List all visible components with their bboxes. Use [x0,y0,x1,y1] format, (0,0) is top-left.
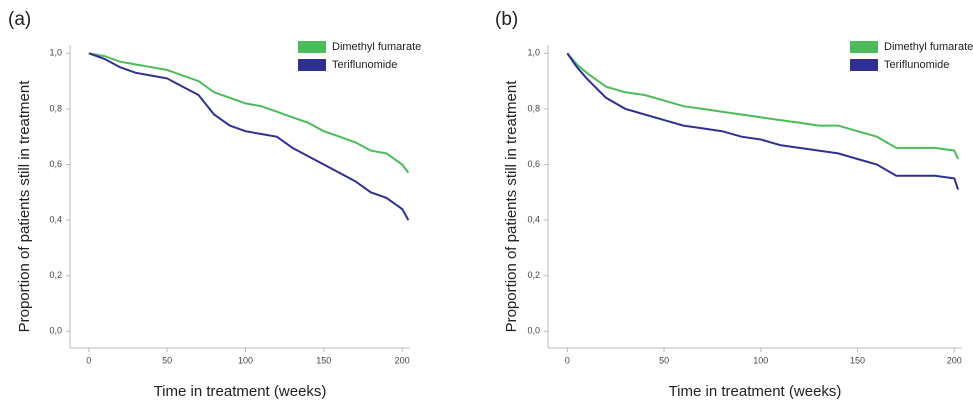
x-tick-label: 100 [238,355,253,365]
panel-label: (b) [495,9,518,30]
survival-line [566,52,960,190]
survival-line [88,52,410,174]
y-axis-label: Proportion of patients still in treatmen… [503,80,520,333]
legend-label: Dimethyl fumarate [332,41,421,53]
x-tick-label: 200 [947,355,962,365]
x-axis-label: Time in treatment (weeks) [154,383,327,400]
y-tick-label: 1,0 [49,48,62,58]
y-tick-label: 0,2 [527,270,540,280]
survival-line [88,52,410,221]
x-tick-label: 200 [395,355,410,365]
x-tick-label: 0 [86,355,91,365]
x-tick-label: 150 [850,355,865,365]
survival-line [566,52,960,160]
y-tick-label: 0,0 [527,326,540,336]
panel-label: (a) [8,9,31,30]
y-tick-label: 0,6 [49,159,62,169]
x-tick-label: 0 [565,355,570,365]
y-tick-label: 0,0 [49,326,62,336]
x-tick-label: 100 [753,355,768,365]
legend-label: Teriflunomide [884,59,949,71]
y-tick-label: 0,4 [527,215,540,225]
legend-label: Dimethyl fumarate [884,41,973,53]
legend-label: Teriflunomide [332,59,397,71]
y-tick-label: 1,0 [527,48,540,58]
y-tick-label: 0,4 [49,215,62,225]
x-tick-label: 150 [316,355,331,365]
x-axis-label: Time in treatment (weeks) [669,383,842,400]
legend-swatch [298,41,326,53]
x-tick-label: 50 [162,355,172,365]
y-axis-label: Proportion of patients still in treatmen… [16,80,33,333]
y-tick-label: 0,8 [527,103,540,113]
y-tick-label: 0,8 [49,103,62,113]
legend-swatch [850,41,878,53]
y-tick-label: 0,2 [49,270,62,280]
x-tick-label: 50 [659,355,669,365]
legend-swatch [850,59,878,71]
y-tick-label: 0,6 [527,159,540,169]
legend-swatch [298,59,326,71]
